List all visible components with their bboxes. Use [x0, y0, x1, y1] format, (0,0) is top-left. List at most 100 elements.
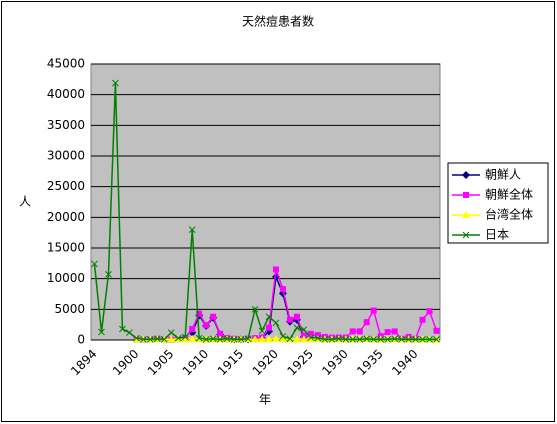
data-point [349, 328, 356, 335]
y-tick-label: 45000 [47, 57, 85, 71]
data-point [349, 336, 357, 343]
data-point [293, 313, 300, 320]
data-point [279, 286, 286, 293]
data-point [299, 335, 308, 343]
data-point [419, 316, 426, 323]
y-tick-label: 30000 [47, 149, 85, 163]
data-point [272, 319, 280, 327]
data-point [405, 336, 412, 343]
data-point [335, 335, 343, 343]
data-point [139, 336, 147, 343]
data-point [419, 336, 426, 343]
data-point [300, 326, 308, 333]
legend-label: 朝鮮人 [485, 168, 521, 182]
data-point [202, 336, 210, 343]
data-point [412, 336, 419, 343]
data-point [112, 79, 119, 87]
data-point [342, 336, 350, 343]
y-tick-label: 10000 [47, 271, 85, 285]
legend-label: 台湾全体 [485, 207, 533, 222]
data-point [433, 327, 440, 334]
data-point [307, 330, 314, 337]
data-point [306, 335, 315, 343]
data-point [126, 329, 133, 336]
data-point [314, 332, 321, 339]
y-tick-label: 35000 [47, 118, 85, 132]
data-point [363, 335, 371, 343]
data-point [91, 260, 98, 268]
data-point [328, 336, 336, 343]
data-point [230, 336, 238, 343]
data-point [307, 334, 315, 341]
legend-label: 朝鮮全体 [485, 187, 533, 202]
data-point [133, 334, 140, 342]
y-tick-label: 5000 [54, 302, 85, 316]
data-point [384, 329, 391, 336]
data-point [426, 308, 433, 315]
data-point [363, 319, 370, 326]
data-point [153, 335, 161, 343]
data-point [105, 271, 112, 278]
data-point [167, 335, 176, 343]
data-point [174, 334, 182, 342]
data-point [377, 336, 385, 343]
data-point [321, 336, 329, 343]
data-point [216, 336, 224, 343]
data-point [203, 322, 210, 329]
data-point [265, 313, 273, 321]
data-point [258, 327, 266, 335]
data-point [264, 335, 273, 343]
legend-marker [462, 231, 470, 239]
y-tick-label: 15000 [47, 241, 85, 255]
data-point [271, 334, 280, 342]
data-point [195, 334, 203, 342]
x-axis-label: 年 [259, 393, 271, 407]
y-tick-label: 25000 [47, 179, 85, 193]
data-point [356, 328, 363, 335]
data-point [223, 335, 231, 343]
data-point [356, 336, 364, 343]
legend-label: 日本 [485, 228, 509, 242]
data-point [370, 336, 378, 343]
data-point [286, 316, 293, 323]
data-point [293, 324, 301, 332]
data-point [292, 335, 301, 343]
data-point [188, 226, 196, 233]
data-point [217, 330, 224, 337]
data-point [314, 334, 322, 342]
data-point [196, 310, 203, 317]
data-point [433, 336, 440, 343]
series-line [93, 82, 437, 341]
data-point [188, 334, 197, 342]
chart-title: 天然痘患者数 [242, 14, 314, 29]
plot-area [90, 63, 441, 341]
legend-marker [462, 171, 470, 179]
data-point [391, 328, 398, 335]
data-point [237, 336, 245, 343]
data-point [181, 335, 190, 343]
data-point [279, 332, 287, 340]
data-point [251, 305, 259, 313]
y-tick-label: 20000 [47, 210, 85, 224]
data-point [278, 335, 287, 343]
data-point [391, 335, 398, 343]
data-point [181, 333, 189, 341]
data-point [189, 325, 196, 332]
data-point [265, 324, 272, 331]
y-axis-label: 人 [19, 195, 31, 209]
data-point [272, 266, 279, 273]
data-point [210, 313, 217, 320]
legend-marker [462, 211, 470, 218]
data-point [146, 336, 154, 343]
data-point [167, 329, 175, 336]
data-point [209, 335, 217, 343]
data-point [251, 335, 260, 343]
data-point [426, 336, 433, 343]
y-tick-label: 0 [77, 333, 85, 347]
data-point [119, 325, 126, 333]
data-point [384, 336, 392, 343]
data-point [398, 336, 405, 343]
data-point [258, 335, 267, 343]
legend-marker [463, 192, 469, 198]
